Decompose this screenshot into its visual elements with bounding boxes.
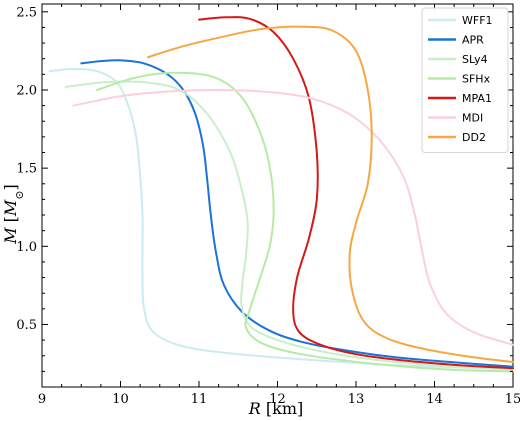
- series-line-dd2: [147, 25, 514, 363]
- y-tick-label: 2.5: [16, 5, 37, 20]
- y-axis-symbol: M: [1, 227, 20, 245]
- x-axis-label: R [km]: [248, 399, 304, 418]
- y-tick-label: 0.5: [16, 318, 37, 333]
- y-axis-bracket-close: ]: [1, 184, 20, 190]
- y-axis-sun-symbol: ⊙: [13, 190, 26, 199]
- y-tick-label: 1.5: [16, 162, 37, 177]
- legend-label-mpa1: MPA1: [462, 92, 492, 105]
- series-line-sly4: [64, 80, 514, 370]
- legend-label-apr: APR: [462, 34, 484, 47]
- legend-label-sfhx: SFHx: [462, 73, 491, 86]
- series-line-mdi: [72, 89, 514, 346]
- x-tick-label: 9: [38, 392, 46, 407]
- legend-label-sly4: SLy4: [462, 53, 488, 66]
- y-tick-label: 1.0: [16, 240, 37, 255]
- legend-label-dd2: DD2: [462, 131, 486, 144]
- x-tick-label: 15: [505, 392, 520, 407]
- x-tick-label: 10: [112, 392, 129, 407]
- curves: [48, 16, 514, 373]
- legend-label-mdi: MDI: [462, 112, 483, 125]
- axis-ticks: 9 10 11 12 13 14 15 0.5 1.0 1.5 2.0 2.5: [16, 4, 520, 407]
- series-line-mpa1: [198, 16, 514, 370]
- y-axis-unit: M: [1, 199, 20, 217]
- x-tick-label: 11: [191, 392, 208, 407]
- legend-label-wff1: WFF1: [462, 14, 493, 27]
- x-axis-symbol: R: [248, 399, 261, 418]
- x-tick-label: 12: [269, 392, 286, 407]
- legend: WFF1 APR SLy4 SFHx MPA1 MDI DD2: [421, 7, 509, 153]
- y-tick-label: 2.0: [16, 83, 37, 98]
- y-axis-label: M [M⊙]: [1, 184, 26, 245]
- x-axis-unit: [km]: [266, 399, 303, 418]
- x-tick-label: 14: [426, 392, 443, 407]
- series-line-apr: [80, 59, 514, 368]
- series-line-sfhx: [95, 71, 514, 373]
- x-tick-label: 13: [348, 392, 365, 407]
- y-axis-bracket-open: [: [1, 216, 20, 222]
